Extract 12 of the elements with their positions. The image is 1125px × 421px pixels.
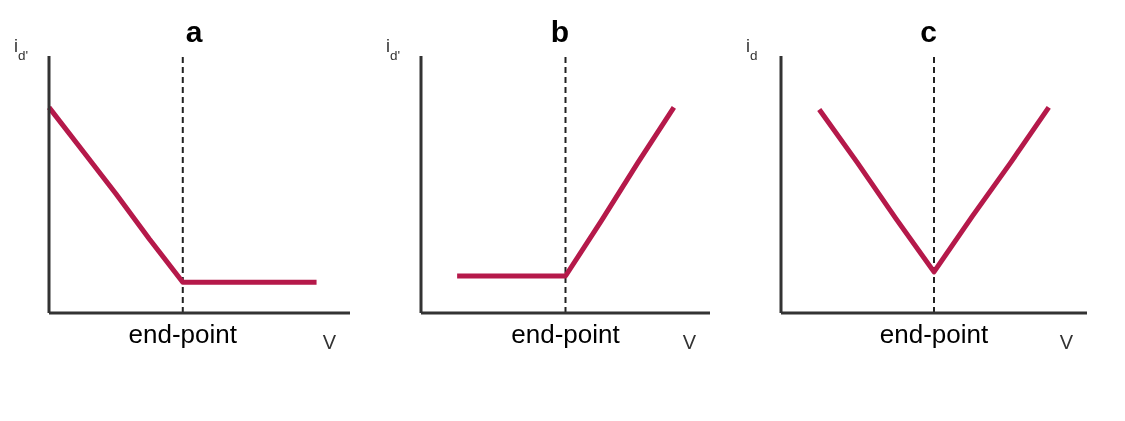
chart-title: a bbox=[185, 15, 203, 48]
text: end-point bbox=[128, 319, 238, 350]
y-axis-title: i$_{d'}$ bbox=[386, 36, 401, 63]
chart-title: c bbox=[920, 15, 937, 48]
chart-title: b bbox=[550, 15, 570, 48]
y-axis-title: i$_{d}$ bbox=[746, 36, 758, 63]
x-axis-title: V bbox=[322, 331, 337, 353]
text: end-point bbox=[879, 319, 989, 350]
y-axis-title: i$_{d'}$ bbox=[14, 36, 29, 63]
x-axis-title: V bbox=[1059, 331, 1074, 353]
x-axis-title: V bbox=[682, 331, 697, 353]
text: end-point bbox=[511, 319, 621, 350]
